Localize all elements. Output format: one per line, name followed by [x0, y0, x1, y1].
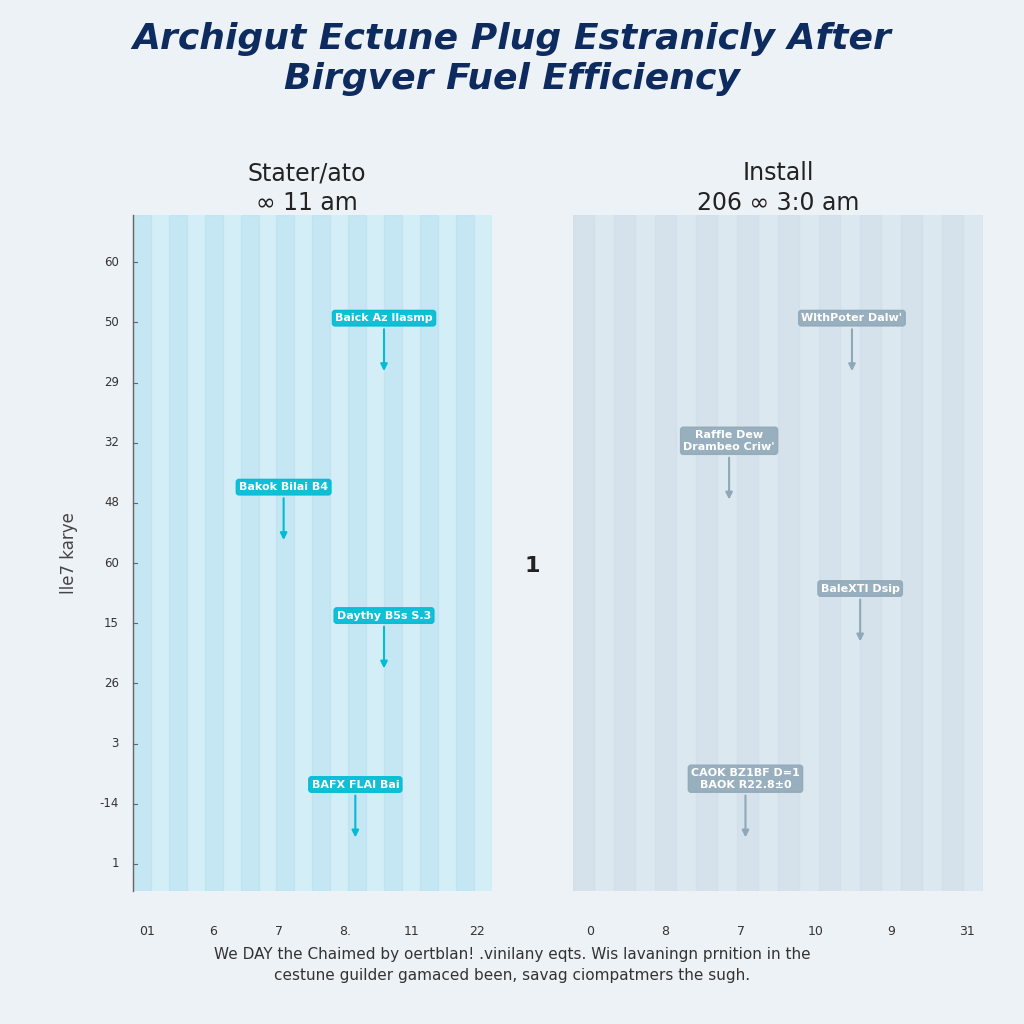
- Text: 31: 31: [958, 925, 975, 938]
- Bar: [241, 215, 258, 891]
- Text: 60: 60: [103, 256, 119, 269]
- Bar: [778, 215, 799, 891]
- Text: Raffle Dew
Drambeo Criw': Raffle Dew Drambeo Criw': [683, 430, 775, 498]
- Bar: [901, 215, 922, 891]
- Bar: [737, 215, 758, 891]
- Bar: [205, 215, 223, 891]
- Text: 7: 7: [275, 925, 284, 938]
- Bar: [819, 215, 840, 891]
- Text: 8: 8: [662, 925, 670, 938]
- Bar: [169, 215, 187, 891]
- Text: Install
206 ∞ 3:0 am: Install 206 ∞ 3:0 am: [697, 161, 859, 215]
- Bar: [276, 215, 295, 891]
- Text: BAFX FLAI Bai: BAFX FLAI Bai: [311, 779, 399, 836]
- Bar: [573, 215, 594, 891]
- Text: 1: 1: [112, 857, 119, 870]
- Bar: [133, 215, 152, 891]
- Text: 48: 48: [103, 497, 119, 510]
- Text: -14: -14: [99, 798, 119, 810]
- Bar: [860, 215, 881, 891]
- Text: 01: 01: [139, 925, 156, 938]
- Text: 1: 1: [524, 556, 541, 577]
- Text: 32: 32: [103, 436, 119, 450]
- Bar: [696, 215, 717, 891]
- Text: Archigut Ectune Plug Estranicly After
Birgver Fuel Efficiency: Archigut Ectune Plug Estranicly After Bi…: [132, 22, 892, 96]
- Text: lle7 karye: lle7 karye: [59, 512, 78, 594]
- Text: 29: 29: [103, 376, 119, 389]
- Text: WlthPoter Dalw': WlthPoter Dalw': [802, 313, 902, 369]
- Text: 26: 26: [103, 677, 119, 690]
- Bar: [942, 215, 963, 891]
- Text: 0: 0: [586, 925, 594, 938]
- Text: 15: 15: [103, 616, 119, 630]
- Bar: [983, 215, 1004, 891]
- Bar: [456, 215, 473, 891]
- Text: 60: 60: [103, 557, 119, 569]
- Bar: [655, 215, 676, 891]
- Bar: [348, 215, 367, 891]
- Text: 22: 22: [469, 925, 485, 938]
- Bar: [492, 215, 510, 891]
- Bar: [312, 215, 330, 891]
- Bar: [384, 215, 401, 891]
- Text: 11: 11: [403, 925, 419, 938]
- Text: Baick Az Ilasmp: Baick Az Ilasmp: [335, 313, 433, 369]
- Text: 9: 9: [888, 925, 895, 938]
- Text: CAOK BZ1BF D=1
BAOK R22.8±0: CAOK BZ1BF D=1 BAOK R22.8±0: [691, 768, 800, 836]
- Text: 6: 6: [210, 925, 217, 938]
- Text: 7: 7: [736, 925, 744, 938]
- Text: We DAY the Chaimed by oertblan! .vinilany eqts. Wis lavaningn prnition in the
ce: We DAY the Chaimed by oertblan! .vinilan…: [214, 947, 810, 983]
- Text: Daythy B5s S.3: Daythy B5s S.3: [337, 610, 431, 667]
- Bar: [614, 215, 635, 891]
- Text: 3: 3: [112, 737, 119, 750]
- Text: Stater/ato
∞ 11 am: Stater/ato ∞ 11 am: [248, 161, 367, 215]
- Text: BaleXTI Dsip: BaleXTI Dsip: [820, 584, 900, 639]
- Text: 50: 50: [104, 316, 119, 329]
- Text: 10: 10: [808, 925, 824, 938]
- Bar: [420, 215, 438, 891]
- Text: 8.: 8.: [339, 925, 351, 938]
- Text: Bakok Bilai B4: Bakok Bilai B4: [239, 482, 329, 538]
